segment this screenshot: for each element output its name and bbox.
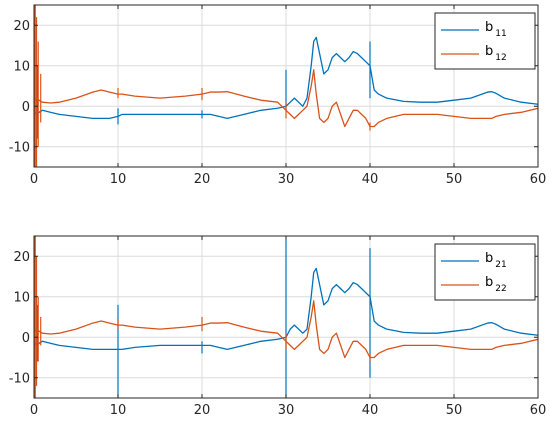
series-line-b21 [34,267,538,351]
x-tick-label: 10 [110,172,127,187]
series-line-b12 [34,69,538,128]
x-tick-label: 50 [446,172,463,187]
x-tick-label: 20 [194,172,211,187]
legend-entry: b 22 [485,275,507,294]
legend-entry: b 11 [485,20,507,39]
x-tick-label: 40 [362,172,379,187]
y-tick-label: 20 [13,250,30,265]
series-line-b22 [34,300,538,359]
legend: b 21b 22 [434,243,536,301]
x-tick-label: 0 [30,172,38,187]
x-tick-label: 30 [278,172,295,187]
y-tick-label: 20 [13,19,30,34]
x-tick-label: 60 [530,403,547,418]
y-tick-label: 0 [22,100,30,115]
x-tick-label: 60 [530,172,547,187]
y-tick-label: -10 [9,140,30,155]
y-tick-label: 0 [22,331,30,346]
x-tick-label: 20 [194,403,211,418]
legend-entry: b 12 [485,44,507,63]
x-tick-label: 0 [30,403,38,418]
x-tick-label: 50 [446,403,463,418]
series-line-b11 [34,36,538,120]
y-tick-label: -10 [9,371,30,386]
legend: b 11b 12 [434,12,536,70]
x-tick-label: 40 [362,403,379,418]
legend-entry: b 21 [485,251,507,270]
x-tick-label: 10 [110,403,127,418]
y-tick-label: 10 [13,59,30,74]
y-tick-label: 10 [13,290,30,305]
x-tick-label: 30 [278,403,295,418]
